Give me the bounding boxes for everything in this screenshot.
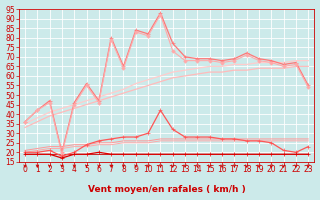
X-axis label: Vent moyen/en rafales ( km/h ): Vent moyen/en rafales ( km/h ) xyxy=(88,185,245,194)
